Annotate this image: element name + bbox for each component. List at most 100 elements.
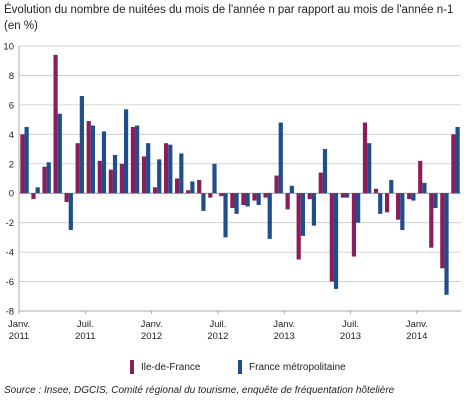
x-tick-year: 2012	[141, 331, 162, 342]
bar-idf	[263, 193, 268, 198]
bar-fm	[46, 162, 51, 194]
bar-idf	[230, 193, 235, 208]
bar-fm	[256, 193, 261, 205]
bar-fm	[278, 122, 283, 194]
bar-fm	[123, 109, 129, 194]
bar-idf	[219, 193, 224, 197]
legend: Ile-de-France France métropolitaine	[0, 360, 470, 376]
bar-fm	[344, 193, 350, 198]
bar-idf	[373, 188, 379, 194]
bar-idf	[241, 193, 246, 205]
bar-idf	[451, 134, 456, 194]
x-tick-year: 2013	[274, 331, 295, 342]
bar-idf	[197, 179, 202, 194]
x-tick-label: Janv.	[273, 319, 295, 330]
bar-fm	[157, 159, 162, 194]
bar-idf	[141, 156, 147, 194]
x-tick-label: Juil.	[77, 319, 94, 330]
bar-fm	[333, 193, 339, 289]
y-tick-label: 6	[9, 100, 14, 111]
bar-idf	[108, 169, 113, 194]
y-tick-label: -6	[6, 277, 14, 288]
bar-fm	[135, 125, 140, 194]
bar-idf	[119, 163, 124, 194]
y-tick-label: -4	[6, 248, 14, 259]
bar-idf	[152, 187, 158, 194]
x-axis-labels: Janv.2011Juil.2011Janv.2012Juil.2012Janv…	[8, 311, 428, 342]
bars	[20, 54, 460, 295]
bar-fm	[24, 126, 29, 194]
bar-fm	[68, 193, 73, 231]
bar-idf	[75, 143, 80, 194]
bar-fm	[411, 193, 416, 201]
x-tick-label: Juil.	[209, 319, 226, 330]
bar-fm	[267, 193, 272, 239]
legend-label-idf: Ile-de-France	[141, 361, 201, 373]
bar-fm	[300, 193, 305, 236]
y-tick-label: -8	[6, 307, 14, 318]
y-tick-label: -2	[6, 218, 14, 229]
bar-fm	[289, 185, 294, 194]
legend-swatch-fm	[238, 360, 242, 374]
bar-fm	[245, 193, 250, 207]
bar-idf	[252, 193, 257, 201]
y-axis-labels: -8 -6 -4 -2 0 2 4 6 8 10	[3, 42, 14, 318]
bar-idf	[86, 121, 91, 194]
bar-idf	[274, 175, 279, 194]
bar-idf	[163, 143, 169, 194]
bar-fm	[190, 181, 195, 194]
bar-fm	[101, 131, 107, 194]
bar-fm	[223, 193, 228, 238]
bar-idf	[440, 193, 445, 269]
bar-fm	[35, 187, 40, 194]
bar-idf	[351, 193, 357, 257]
x-tick-year: 2011	[75, 331, 95, 342]
bar-idf	[407, 193, 412, 200]
bar-fm	[179, 153, 184, 194]
bar-idf	[53, 54, 58, 194]
bar-fm	[455, 126, 460, 194]
bar-fm	[400, 193, 405, 231]
legend-swatch-idf	[130, 360, 134, 374]
y-tick-label: 10	[3, 42, 14, 53]
bar-idf	[429, 193, 434, 248]
bar-fm	[168, 144, 173, 194]
bar-idf	[307, 193, 312, 200]
bar-idf	[186, 190, 191, 194]
chart-title: Évolution du nombre de nuitées du mois d…	[4, 4, 454, 32]
bar-idf	[362, 122, 368, 194]
bar-fm	[444, 193, 449, 295]
gridlines	[18, 45, 461, 312]
x-tick-year: 2011	[9, 331, 29, 342]
bar-fm	[112, 154, 118, 194]
y-tick-label: 2	[9, 159, 14, 170]
bar-fm	[311, 193, 317, 226]
y-tick-label: 8	[9, 71, 14, 82]
x-tick-label: Janv.	[406, 319, 428, 330]
bar-idf	[318, 172, 323, 194]
bar-idf	[384, 193, 390, 213]
bar-fm	[378, 193, 383, 214]
x-tick-label: Juil.	[342, 319, 359, 330]
bar-idf	[285, 193, 290, 210]
x-tick-year: 2012	[207, 331, 228, 342]
bar-idf	[130, 126, 136, 194]
bar-idf	[340, 193, 345, 198]
bar-idf	[20, 134, 25, 194]
y-tick-label: 0	[9, 189, 14, 200]
bar-idf	[396, 193, 401, 220]
legend-label-fm: France métropolitaine	[249, 361, 346, 373]
bar-fm	[90, 125, 96, 194]
bar-fm	[367, 143, 372, 194]
bar-idf	[64, 193, 69, 203]
x-tick-label: Janv.	[141, 319, 163, 330]
bar-idf	[296, 193, 301, 260]
bar-fm	[322, 149, 328, 194]
bar-fm	[234, 193, 239, 214]
source-note: Source : Insee, DGCIS, Comité régional d…	[4, 385, 395, 396]
bar-fm	[201, 193, 206, 211]
y-tick-label: 4	[9, 130, 14, 141]
legend-item-idf: Ile-de-France	[130, 360, 200, 374]
bar-fm	[146, 143, 151, 194]
